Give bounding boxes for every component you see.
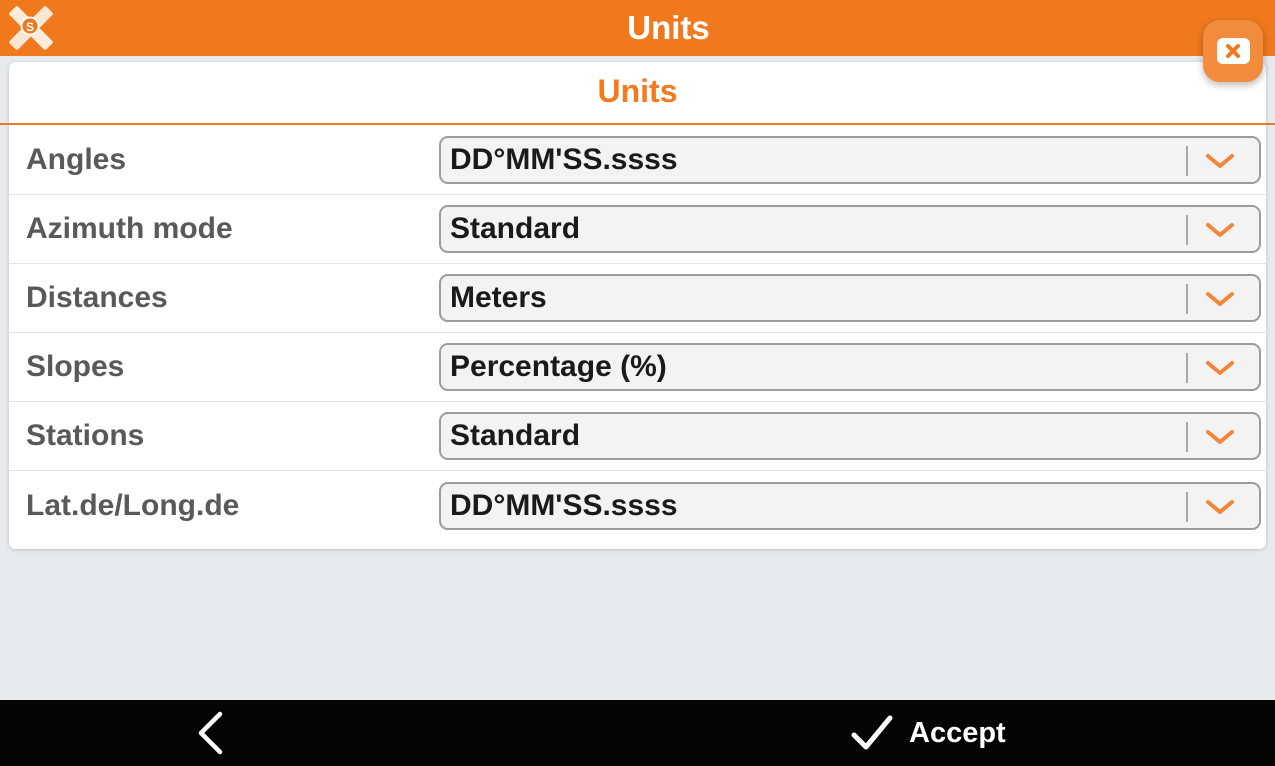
angles-label: Angles — [26, 143, 127, 176]
select-divider — [1186, 353, 1188, 383]
slopes-select[interactable]: Percentage (%) — [439, 343, 1261, 391]
azimuth-mode-label: Azimuth mode — [26, 212, 233, 245]
svg-text:S: S — [26, 20, 34, 34]
chevron-down-icon — [1206, 154, 1234, 168]
select-divider — [1186, 146, 1188, 176]
select-divider — [1186, 491, 1188, 522]
row-angles: Angles DD°MM'SS.ssss — [9, 126, 1266, 195]
latde-longde-value: DD°MM'SS.ssss — [450, 488, 678, 522]
checkmark-icon — [851, 715, 893, 750]
settings-rows: Angles DD°MM'SS.ssss Azimuth mode Standa… — [9, 126, 1266, 540]
select-divider — [1186, 215, 1188, 245]
chevron-left-icon — [198, 711, 223, 755]
panel-title: Units — [597, 73, 678, 109]
row-azimuth-mode: Azimuth mode Standard — [9, 195, 1266, 264]
angles-select[interactable]: DD°MM'SS.ssss — [439, 136, 1261, 184]
chevron-down-icon — [1206, 361, 1234, 375]
accept-button[interactable]: Accept — [850, 700, 1006, 766]
chevron-down-icon — [1206, 499, 1234, 514]
select-divider — [1186, 284, 1188, 314]
chevron-down-icon — [1206, 430, 1234, 444]
slopes-value: Percentage (%) — [450, 350, 667, 383]
accent-divider — [0, 123, 1275, 125]
row-slopes: Slopes Percentage (%) — [9, 333, 1266, 402]
bottom-nav-bar: Accept — [0, 700, 1275, 766]
row-stations: Stations Standard — [9, 402, 1266, 471]
stations-value: Standard — [450, 419, 581, 452]
stations-label: Stations — [26, 419, 145, 452]
chevron-down-icon — [1206, 292, 1234, 306]
accept-label: Accept — [909, 716, 1006, 749]
slopes-label: Slopes — [26, 350, 125, 383]
header-bar: S Units — [0, 0, 1275, 56]
angles-value: DD°MM'SS.ssss — [450, 143, 678, 176]
latde-longde-select[interactable]: DD°MM'SS.ssss — [439, 481, 1261, 530]
latde-longde-label: Lat.de/Long.de — [26, 488, 240, 522]
chevron-down-icon — [1206, 223, 1234, 237]
back-button[interactable] — [160, 700, 260, 766]
distances-label: Distances — [26, 281, 168, 314]
distances-value: Meters — [450, 281, 547, 314]
azimuth-mode-value: Standard — [450, 212, 581, 245]
stations-select[interactable]: Standard — [439, 412, 1261, 460]
units-settings-panel: Units Angles DD°MM'SS.ssss Azimuth mode … — [9, 62, 1266, 549]
azimuth-mode-select[interactable]: Standard — [439, 205, 1261, 253]
select-divider — [1186, 422, 1188, 452]
row-distances: Distances Meters — [9, 264, 1266, 333]
close-icon — [1216, 38, 1250, 64]
window-title: Units — [627, 9, 710, 46]
row-latde-longde: Lat.de/Long.de DD°MM'SS.ssss — [9, 471, 1266, 540]
distances-select[interactable]: Meters — [439, 274, 1261, 322]
close-button[interactable] — [1203, 20, 1263, 82]
app-logo-icon: S — [0, 0, 62, 56]
